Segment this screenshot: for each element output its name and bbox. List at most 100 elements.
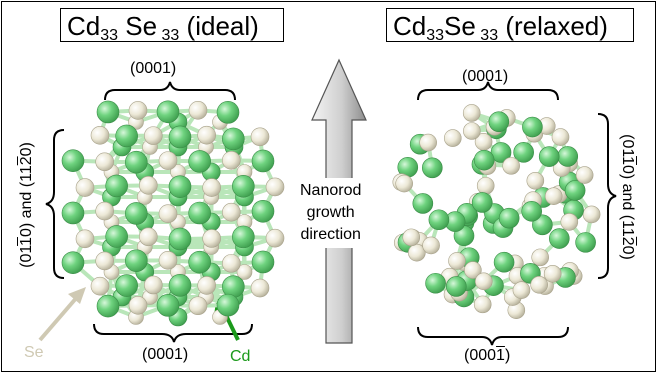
ideal-se-atom (139, 176, 157, 194)
label-relaxed-bottom: (0001) (464, 347, 510, 365)
relaxed-cd-atom (413, 193, 433, 213)
ideal-se-atom (96, 202, 114, 220)
title-relaxed: Cd33Se 33 (relaxed) (386, 8, 634, 42)
relaxed-se-atom (463, 104, 480, 121)
title-ideal: Cd33 Se 33 (ideal) (60, 8, 284, 42)
ideal-se-atom (203, 179, 221, 197)
ideal-se-atom (251, 279, 269, 297)
ideal-se-atom (159, 152, 177, 170)
brace-ideal-bottom (94, 324, 252, 342)
relaxed-se-atom (403, 229, 420, 246)
ideal-cd-atom (169, 126, 191, 148)
ideal-se-atom (198, 126, 216, 144)
ideal-se-atom (76, 230, 94, 248)
label-relaxed-side: (0110) and (1120) (618, 112, 636, 282)
relaxed-cd-atom (446, 276, 466, 296)
ideal-cd-atom (232, 175, 254, 197)
ideal-se-atom (96, 252, 114, 270)
label-relaxed-top: (0001) (462, 68, 508, 86)
ideal-se-atom (91, 277, 109, 295)
relaxed-se-atom (463, 122, 480, 139)
ideal-se-atom (222, 254, 240, 272)
relaxed-se-atom (544, 265, 561, 282)
relaxed-cd-atom (558, 146, 578, 166)
ideal-se-atom (129, 101, 147, 119)
brace-ideal-side (46, 130, 64, 278)
relaxed-se-atom (531, 276, 548, 293)
ideal-cd-atom (252, 150, 274, 172)
ideal-cd-atom (97, 101, 119, 123)
relaxed-cd-atom (522, 201, 542, 221)
brace-ideal-top (105, 82, 235, 100)
ideal-se-atom (139, 228, 157, 246)
relaxed-cluster (393, 104, 600, 318)
se-pointer-arrow (40, 287, 86, 340)
label-cd: Cd (230, 348, 250, 366)
ideal-cd-atom (62, 150, 84, 172)
ideal-cd-atom (252, 200, 274, 222)
relaxed-se-atom (561, 213, 578, 230)
ideal-se-atom (222, 203, 240, 221)
ideal-cd-atom (116, 275, 138, 297)
ideal-se-atom (189, 101, 207, 119)
ideal-se-atom (266, 178, 284, 196)
relaxed-se-atom (583, 206, 600, 223)
relaxed-cd-atom (522, 117, 542, 137)
ideal-cd-atom (106, 225, 128, 247)
relaxed-se-atom (503, 157, 520, 174)
ideal-se-atom (96, 153, 114, 171)
ideal-cd-atom (217, 294, 239, 316)
ideal-se-atom (222, 151, 240, 169)
relaxed-se-atom (545, 188, 562, 205)
relaxed-cd-atom (539, 147, 559, 167)
ideal-cd-atom (157, 101, 179, 123)
relaxed-cd-atom (474, 150, 494, 170)
ideal-cd-atom (169, 228, 191, 250)
label-ideal-side: (0110) and (1120) (18, 120, 36, 290)
relaxed-se-atom (420, 134, 437, 151)
growth-direction-label: Nanorod growth direction (296, 178, 365, 248)
brace-relaxed-side (598, 114, 616, 278)
ideal-cd-atom (252, 251, 274, 273)
relaxed-cd-atom (472, 192, 492, 212)
ideal-cd-atom (232, 226, 254, 248)
ideal-cd-atom (169, 274, 191, 296)
relaxed-cd-atom (426, 273, 446, 293)
ideal-cd-atom (189, 202, 211, 224)
ideal-se-atom (198, 276, 216, 294)
relaxed-cd-atom (489, 112, 509, 132)
ideal-cd-atom (125, 202, 147, 224)
ideal-cd-atom (189, 150, 211, 172)
brace-relaxed-bottom (418, 327, 568, 345)
relaxed-cd-atom (429, 210, 449, 230)
ideal-cd-atom (97, 295, 119, 317)
ideal-se-atom (159, 251, 177, 269)
relaxed-se-atom (423, 237, 440, 254)
relaxed-se-atom (477, 177, 494, 194)
ideal-cd-atom (157, 294, 179, 316)
relaxed-se-atom (396, 175, 413, 192)
relaxed-se-atom (552, 129, 569, 146)
relaxed-se-atom (474, 296, 491, 313)
ideal-cluster (62, 101, 284, 326)
relaxed-se-atom (475, 273, 492, 290)
ideal-se-atom (144, 276, 162, 294)
label-se: Se (24, 344, 44, 362)
ideal-se-atom (91, 126, 109, 144)
ideal-se-atom (144, 127, 162, 145)
relaxed-cd-atom (576, 232, 596, 252)
relaxed-se-atom (532, 249, 549, 266)
ideal-cd-atom (62, 202, 84, 224)
ideal-cd-atom (125, 250, 147, 272)
relaxed-se-atom (527, 172, 544, 189)
ideal-se-atom (129, 296, 147, 314)
ideal-se-atom (76, 179, 94, 197)
relaxed-cd-atom (549, 229, 569, 249)
relaxed-se-atom (576, 167, 593, 184)
relaxed-cd-atom (422, 158, 442, 178)
ideal-se-atom (159, 205, 177, 223)
relaxed-se-atom (444, 130, 461, 147)
label-ideal-top: (0001) (130, 60, 176, 78)
ideal-cd-atom (125, 151, 147, 173)
label-ideal-bottom: (0001) (142, 346, 188, 364)
